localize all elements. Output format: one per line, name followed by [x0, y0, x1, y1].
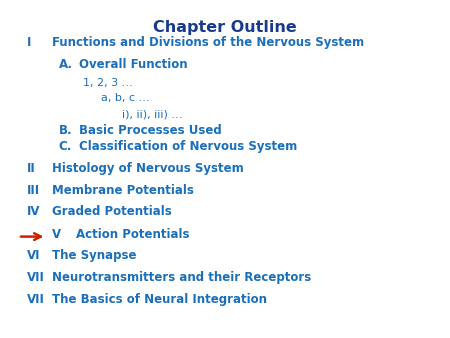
Text: Basic Processes Used: Basic Processes Used [79, 124, 221, 137]
Text: VI: VI [27, 249, 40, 262]
Text: II: II [27, 162, 36, 175]
Text: Histology of Nervous System: Histology of Nervous System [52, 162, 243, 175]
Text: VII: VII [27, 293, 45, 306]
Text: A.: A. [58, 58, 72, 71]
Text: VII: VII [27, 271, 45, 284]
Text: Graded Potentials: Graded Potentials [52, 206, 171, 218]
Text: Overall Function: Overall Function [79, 58, 187, 71]
Text: 1, 2, 3 …: 1, 2, 3 … [83, 78, 133, 88]
Text: Membrane Potentials: Membrane Potentials [52, 184, 194, 197]
Text: C.: C. [58, 140, 72, 153]
Text: V: V [52, 228, 61, 241]
Text: a, b, c …: a, b, c … [101, 93, 150, 103]
Text: Classification of Nervous System: Classification of Nervous System [79, 140, 297, 153]
Text: Action Potentials: Action Potentials [76, 228, 189, 241]
Text: The Synapse: The Synapse [52, 249, 136, 262]
Text: Neurotransmitters and their Receptors: Neurotransmitters and their Receptors [52, 271, 311, 284]
Text: I: I [27, 36, 32, 49]
Text: The Basics of Neural Integration: The Basics of Neural Integration [52, 293, 267, 306]
Text: Functions and Divisions of the Nervous System: Functions and Divisions of the Nervous S… [52, 36, 364, 49]
Text: i), ii), iii) …: i), ii), iii) … [122, 110, 182, 120]
Text: IV: IV [27, 206, 40, 218]
Text: B.: B. [58, 124, 72, 137]
Text: Chapter Outline: Chapter Outline [153, 20, 297, 35]
Text: III: III [27, 184, 40, 197]
